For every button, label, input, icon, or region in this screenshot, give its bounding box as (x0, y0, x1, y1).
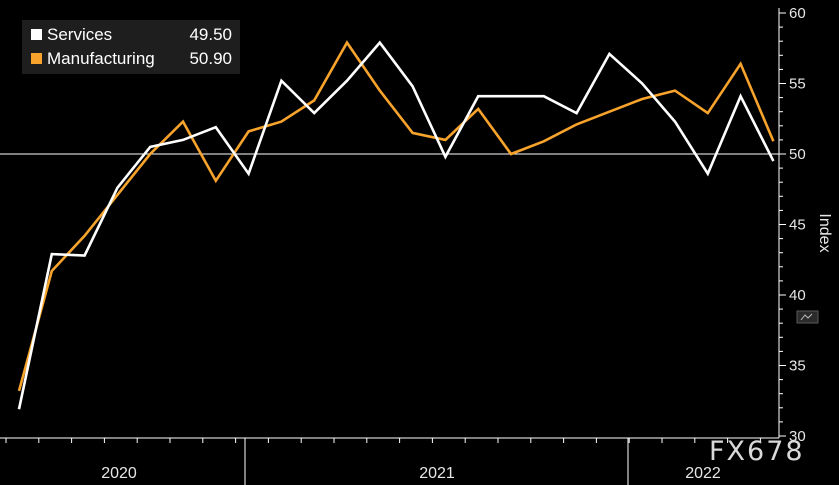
y-tick-label: 30 (789, 428, 806, 445)
series-layer (17, 40, 775, 410)
x-year-label: 2020 (101, 465, 137, 482)
y-tick-label: 45 (789, 217, 806, 234)
x-year-label: 2022 (685, 465, 721, 482)
legend-value-services: 49.50 (189, 25, 232, 44)
y-axis-title: Index (816, 213, 833, 252)
series-line-manufacturing (17, 40, 775, 392)
axis-layer: 30 35 40 45 50 55 60 2020 2021 2022 (0, 5, 806, 485)
legend-box (22, 20, 240, 74)
legend-label-services: Services (47, 25, 112, 44)
y-tick-label: 50 (789, 146, 806, 163)
legend: Services 49.50 Manufacturing 50.90 (22, 20, 240, 74)
legend-swatch-manufacturing (31, 53, 42, 64)
y-tick-label: 40 (789, 287, 806, 304)
legend-swatch-services (31, 29, 42, 40)
series-line-services (17, 40, 775, 410)
x-year-label: 2021 (419, 465, 455, 482)
legend-value-manufacturing: 50.90 (189, 49, 232, 68)
y-tick-label: 60 (789, 5, 806, 22)
legend-label-manufacturing: Manufacturing (47, 49, 155, 68)
y-tick-label: 55 (789, 76, 806, 93)
mini-chart-icon[interactable] (796, 310, 819, 324)
watermark: FX678 (709, 436, 805, 467)
y-tick-label: 35 (789, 358, 806, 375)
